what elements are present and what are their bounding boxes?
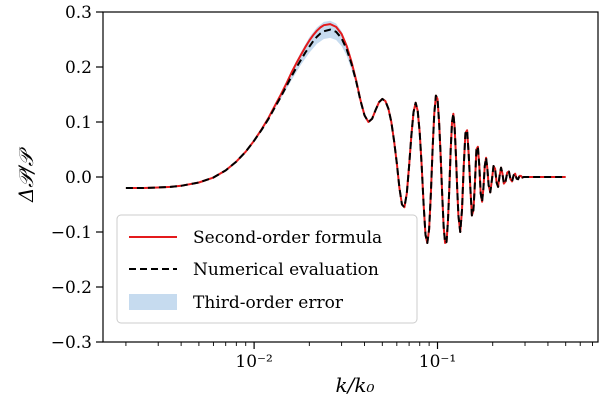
y-tick-label: −0.3: [51, 333, 92, 353]
x-tick-label: 10⁻²: [235, 352, 272, 372]
y-tick-label: 0.3: [65, 3, 92, 23]
legend-swatch-error-band: [129, 294, 177, 310]
x-tick-label: 10⁻¹: [419, 352, 456, 372]
legend-label-numerical: Numerical evaluation: [193, 260, 379, 280]
series-line-numerical: [125, 28, 566, 244]
legend-label-error-band: Third-order error: [193, 293, 344, 313]
legend-box: [116, 214, 418, 324]
x-ticks: 10⁻² 10⁻¹: [125, 342, 593, 372]
series-layer: [125, 23, 566, 244]
y-tick-label: −0.2: [51, 278, 92, 298]
legend-label-second-order: Second-order formula: [193, 228, 382, 248]
y-tick-label: 0.2: [65, 58, 92, 78]
series-line-second-order: [125, 23, 566, 244]
error-band: [268, 20, 357, 120]
y-tick-label: 0.0: [65, 168, 92, 188]
band-layer: [268, 20, 357, 120]
y-tick-label: −0.1: [51, 223, 92, 243]
y-ticks: 0.3 0.2 0.1 0.0 −0.1 −0.2 −0.3: [51, 3, 103, 353]
x-axis-label: k/k₀: [336, 373, 375, 397]
y-axis-label: Δ𝒫/𝒫: [14, 146, 38, 203]
y-tick-label: 0.1: [65, 113, 92, 133]
legend: Second-order formula Numerical evaluatio…: [116, 214, 418, 324]
